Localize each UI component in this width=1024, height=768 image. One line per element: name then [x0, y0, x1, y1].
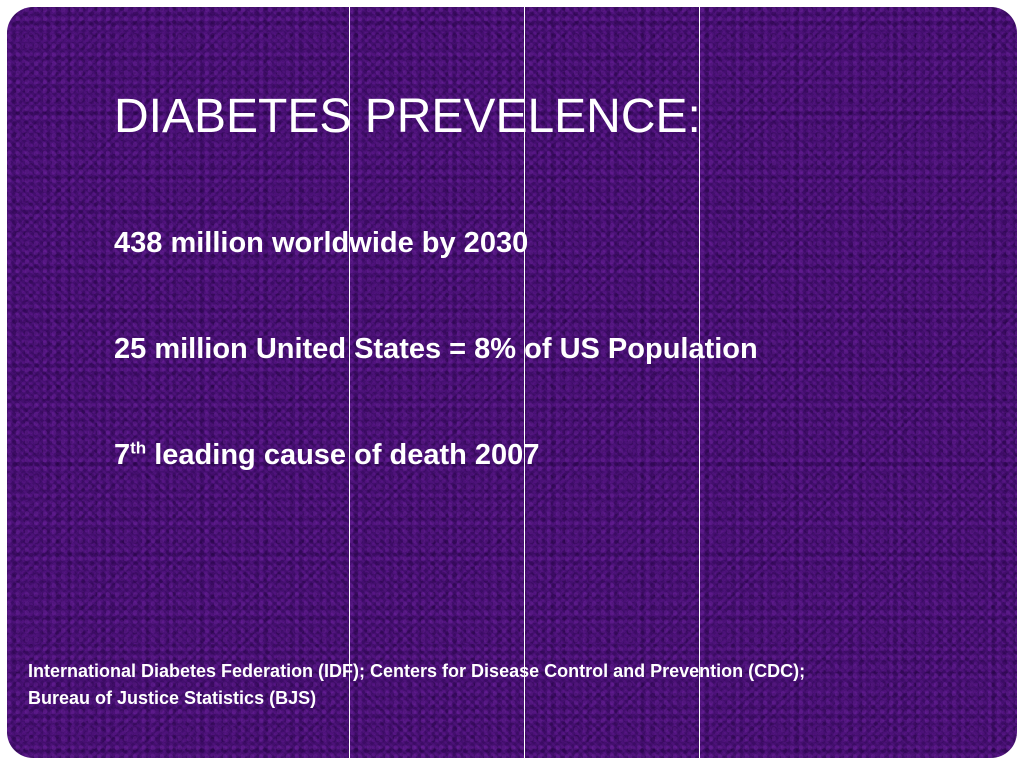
vertical-divider-line — [699, 7, 700, 758]
slide: DIABETES PREVELENCE: 438 million worldwi… — [7, 7, 1017, 758]
bullet-text: 25 million United States = 8% of US Popu… — [114, 333, 758, 365]
source-line: Bureau of Justice Statistics (BJS) — [28, 688, 317, 708]
slide-title: DIABETES PREVELENCE: — [114, 90, 701, 143]
vertical-divider-line — [524, 7, 525, 758]
bullet-text: leading cause of death 2007 — [146, 439, 540, 471]
bullet-item: 25 million United States = 8% of US Popu… — [114, 329, 758, 369]
bullet-list: 438 million worldwide by 2030 25 million… — [114, 223, 758, 541]
source-citation: International Diabetes Federation (IDF);… — [28, 658, 805, 712]
ordinal-suffix: th — [130, 438, 147, 458]
bullet-item: 7th leading cause of death 2007 — [114, 435, 758, 475]
vertical-divider-line — [349, 7, 350, 758]
source-line: International Diabetes Federation (IDF);… — [28, 661, 806, 681]
bullet-text: 438 million worldwide by 2030 — [114, 227, 529, 259]
bullet-number: 7 — [114, 439, 131, 471]
bullet-item: 438 million worldwide by 2030 — [114, 223, 758, 263]
